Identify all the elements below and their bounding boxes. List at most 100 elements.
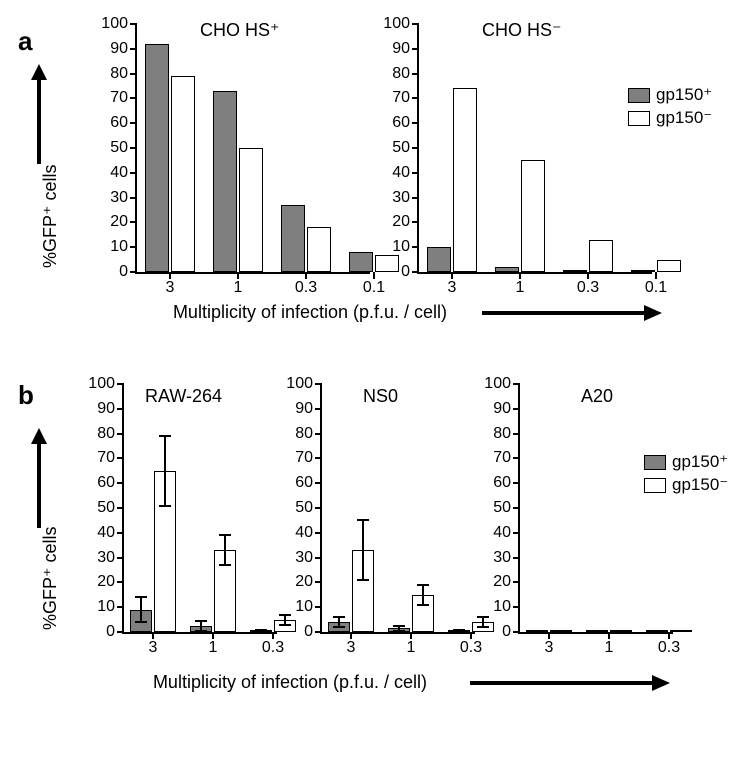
- plot-area: 0102030405060708090100310.3: [518, 384, 673, 634]
- x-tick-label: 1: [516, 272, 525, 297]
- bar-gp150-minus: [589, 240, 613, 272]
- error-cap: [393, 630, 405, 632]
- x-tick-label: 1: [407, 632, 416, 657]
- plot-area: 0102030405060708090100310.3: [320, 384, 475, 634]
- x-tick-label: 0.1: [645, 272, 667, 297]
- error-cap: [195, 630, 207, 632]
- y-axis-label-a: %GFP⁺ cells: [40, 164, 61, 268]
- y-tick-label: 30: [295, 549, 322, 567]
- x-tick-label: 1: [209, 632, 218, 657]
- x-tick-label: 0.3: [262, 632, 284, 657]
- figure: a %GFP⁺ cells CHO HS⁺ 010203040506070809…: [0, 0, 730, 760]
- plot-area: 0102030405060708090100310.30.1: [135, 24, 370, 274]
- y-tick-label: 90: [295, 400, 322, 418]
- error-bar: [362, 520, 364, 580]
- y-tick-label: 100: [484, 375, 520, 393]
- y-tick-label: 30: [392, 189, 419, 207]
- panel-a: a %GFP⁺ cells CHO HS⁺ 010203040506070809…: [10, 10, 720, 350]
- legend-b: gp150⁺ gp150⁻: [644, 452, 728, 498]
- y-tick-label: 80: [493, 425, 520, 443]
- y-tick-label: 90: [493, 400, 520, 418]
- y-tick-label: 30: [97, 549, 124, 567]
- x-tick-label: 1: [605, 632, 614, 657]
- y-tick-label: 20: [110, 213, 137, 231]
- chart-raw264: RAW-264 0102030405060708090100310.3: [90, 380, 280, 660]
- panel-b: b %GFP⁺ cells RAW-264 010203040506070809…: [10, 380, 720, 750]
- y-tick-label: 70: [97, 449, 124, 467]
- y-tick-label: 0: [502, 623, 520, 641]
- x-tick-label: 0.3: [577, 272, 599, 297]
- y-tick-label: 50: [97, 499, 124, 517]
- y-tick-label: 100: [286, 375, 322, 393]
- x-tick-label: 3: [545, 632, 554, 657]
- arrow-up-icon: [28, 428, 50, 528]
- y-tick-label: 10: [295, 598, 322, 616]
- y-tick-label: 60: [295, 474, 322, 492]
- y-tick-label: 100: [88, 375, 124, 393]
- y-tick-label: 20: [493, 573, 520, 591]
- y-tick-label: 80: [295, 425, 322, 443]
- error-cap: [417, 584, 429, 586]
- y-tick-label: 40: [110, 164, 137, 182]
- legend-a: gp150⁺ gp150⁻: [628, 85, 712, 131]
- x-axis-label-a: Multiplicity of infection (p.f.u. / cell…: [140, 302, 480, 323]
- bar-gp150-minus: [171, 76, 195, 272]
- y-tick-label: 10: [97, 598, 124, 616]
- y-tick-label: 50: [110, 139, 137, 157]
- error-cap: [135, 621, 147, 623]
- panel-b-label: b: [18, 380, 34, 411]
- error-bar: [422, 585, 424, 605]
- y-tick-label: 60: [493, 474, 520, 492]
- error-cap: [357, 579, 369, 581]
- legend-label: gp150⁻: [672, 475, 728, 495]
- y-tick-label: 50: [295, 499, 322, 517]
- legend-item: gp150⁻: [644, 475, 728, 495]
- y-tick-label: 70: [392, 89, 419, 107]
- y-tick-label: 90: [97, 400, 124, 418]
- bar-gp150-minus: [657, 260, 681, 272]
- legend-label: gp150⁻: [656, 108, 712, 128]
- chart-a20: A20 0102030405060708090100310.3: [486, 380, 676, 660]
- x-tick-label: 3: [347, 632, 356, 657]
- error-cap: [333, 616, 345, 618]
- y-tick-label: 40: [295, 524, 322, 542]
- legend-swatch-filled: [644, 455, 666, 470]
- legend-label: gp150⁺: [656, 85, 712, 105]
- error-cap: [135, 596, 147, 598]
- y-tick-label: 40: [392, 164, 419, 182]
- legend-label: gp150⁺: [672, 452, 728, 472]
- bar-gp150-plus: [145, 44, 169, 272]
- error-cap: [333, 626, 345, 628]
- error-cap: [417, 604, 429, 606]
- bar-gp150-minus: [453, 88, 477, 272]
- x-tick-label: 1: [234, 272, 243, 297]
- bar-gp150-plus: [349, 252, 373, 272]
- y-tick-label: 0: [304, 623, 322, 641]
- legend-swatch-open: [628, 111, 650, 126]
- y-tick-label: 0: [106, 623, 124, 641]
- y-tick-label: 80: [392, 65, 419, 83]
- y-tick-label: 60: [392, 114, 419, 132]
- x-tick-label: 3: [448, 272, 457, 297]
- y-tick-label: 30: [110, 189, 137, 207]
- y-tick-label: 20: [295, 573, 322, 591]
- y-tick-label: 40: [97, 524, 124, 542]
- bar-gp150-plus: [213, 91, 237, 272]
- arrow-right-icon: [482, 302, 662, 324]
- error-bar: [164, 436, 166, 505]
- panel-a-label: a: [18, 26, 32, 57]
- y-tick-label: 40: [493, 524, 520, 542]
- error-cap: [357, 519, 369, 521]
- y-tick-label: 90: [110, 40, 137, 58]
- y-tick-label: 60: [110, 114, 137, 132]
- error-bar: [140, 597, 142, 622]
- bar-gp150-plus: [281, 205, 305, 272]
- legend-item: gp150⁺: [644, 452, 728, 472]
- plot-area: 0102030405060708090100310.3: [122, 384, 277, 634]
- error-cap: [159, 435, 171, 437]
- y-tick-label: 80: [110, 65, 137, 83]
- x-tick-label: 3: [149, 632, 158, 657]
- y-tick-label: 0: [119, 263, 137, 281]
- x-axis-label-b: Multiplicity of infection (p.f.u. / cell…: [110, 672, 470, 693]
- y-tick-label: 10: [110, 238, 137, 256]
